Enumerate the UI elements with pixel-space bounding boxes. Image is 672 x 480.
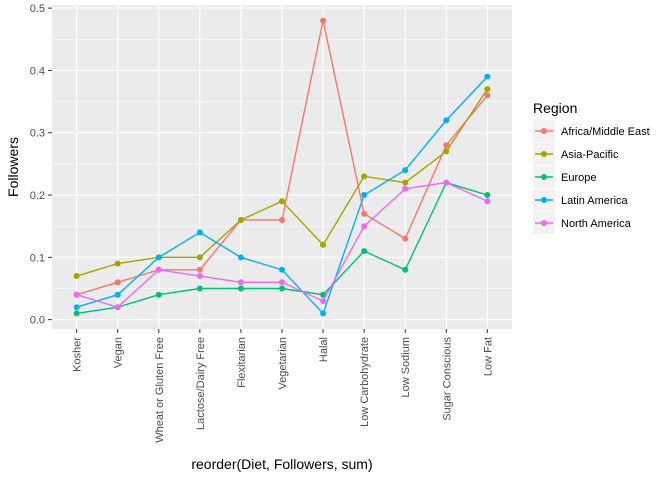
legend: Region Africa/Middle East Asia-Pacific Eur…: [533, 100, 650, 234]
data-point: [402, 266, 409, 273]
x-tick-label: Lactose/Dairy Free: [195, 337, 207, 430]
data-point: [279, 216, 285, 223]
legend-key-point: [541, 197, 547, 203]
y-tick-label: 0.2: [30, 190, 45, 202]
data-point: [361, 210, 368, 217]
x-tick-label: Vegan: [113, 337, 125, 368]
y-axis: 0.0 0.1 0.2 0.3 0.4 0.5: [30, 3, 52, 327]
data-point: [196, 285, 203, 292]
y-axis-title: Followers: [5, 137, 21, 197]
x-tick-label: Low Carbohydrate: [359, 337, 371, 427]
data-point: [279, 266, 285, 273]
x-axis: Kosher Vegan Wheat or Gluten Free Lactose/D…: [72, 329, 494, 443]
data-point: [114, 291, 121, 298]
data-point: [320, 17, 327, 24]
data-point: [73, 304, 80, 311]
data-point: [484, 198, 491, 205]
data-point: [443, 142, 450, 149]
data-point: [196, 229, 203, 236]
legend-label: Europe: [561, 172, 596, 184]
legend-label: Latin America: [561, 195, 629, 207]
x-tick-label: Sugar Conscious: [441, 337, 453, 421]
x-tick-label: Low Fat: [482, 337, 494, 376]
data-point: [237, 279, 244, 286]
series: [73, 73, 491, 317]
major-gridlines: [52, 5, 512, 329]
data-point: [443, 117, 450, 124]
data-point: [279, 198, 285, 205]
x-tick-label: Flexitarian: [236, 337, 248, 388]
data-point: [361, 248, 368, 255]
legend-item: Latin America: [533, 189, 629, 211]
x-tick-label: Low Sodium: [400, 337, 412, 398]
legend-key-point: [541, 174, 547, 180]
legend-items: Africa/Middle East Asia-Pacific Europe Lati…: [533, 120, 650, 234]
data-point: [237, 216, 244, 223]
data-point: [320, 241, 327, 248]
data-point: [484, 86, 491, 93]
legend-key-point: [541, 151, 547, 157]
legend-key-point: [541, 128, 547, 134]
data-point: [279, 285, 285, 292]
data-point: [73, 291, 80, 298]
data-point: [443, 148, 450, 155]
data-point: [114, 304, 121, 311]
data-point: [279, 279, 285, 286]
legend-title: Region: [533, 100, 577, 116]
data-point: [443, 179, 450, 186]
data-point: [73, 310, 80, 317]
data-point: [155, 291, 162, 298]
data-point: [361, 173, 368, 180]
y-tick-label: 0.1: [30, 252, 45, 264]
series: [73, 86, 491, 280]
data-point: [361, 223, 368, 230]
data-point: [402, 179, 409, 186]
data-point: [402, 167, 409, 174]
y-tick-label: 0.4: [30, 65, 45, 77]
data-point: [73, 273, 80, 280]
data-point: [320, 297, 327, 304]
data-point: [484, 73, 491, 80]
series: [73, 179, 491, 311]
data-point: [320, 291, 327, 298]
data-point: [196, 273, 203, 280]
data-point: [320, 310, 327, 317]
data-point: [484, 92, 491, 99]
data-point: [155, 266, 162, 273]
legend-label: Asia-Pacific: [561, 149, 619, 161]
legend-item: North America: [533, 212, 632, 234]
data-point: [196, 266, 203, 273]
data-point: [237, 285, 244, 292]
data-point: [237, 254, 244, 261]
data-point: [114, 260, 121, 267]
series-layer: [73, 17, 491, 317]
x-tick-label: Wheat or Gluten Free: [154, 337, 166, 443]
data-point: [114, 279, 121, 286]
legend-item: Africa/Middle East: [533, 120, 650, 142]
data-point: [484, 192, 491, 199]
y-tick-label: 0.5: [30, 3, 45, 15]
legend-label: North America: [561, 218, 632, 230]
y-tick-label: 0.3: [30, 128, 45, 140]
data-point: [361, 192, 368, 199]
x-tick-label: Halal: [318, 337, 330, 362]
data-point: [402, 235, 409, 242]
x-tick-label: Kosher: [72, 337, 84, 372]
data-point: [402, 185, 409, 192]
x-tick-label: Vegetarian: [277, 337, 289, 390]
x-axis-title: reorder(Diet, Followers, sum): [191, 456, 372, 472]
data-point: [196, 254, 203, 261]
data-point: [155, 254, 162, 261]
y-tick-label: 0.0: [30, 315, 45, 327]
legend-key-point: [541, 220, 547, 226]
legend-item: Asia-Pacific: [533, 143, 619, 165]
legend-item: Europe: [533, 166, 596, 188]
legend-label: Africa/Middle East: [561, 126, 650, 138]
